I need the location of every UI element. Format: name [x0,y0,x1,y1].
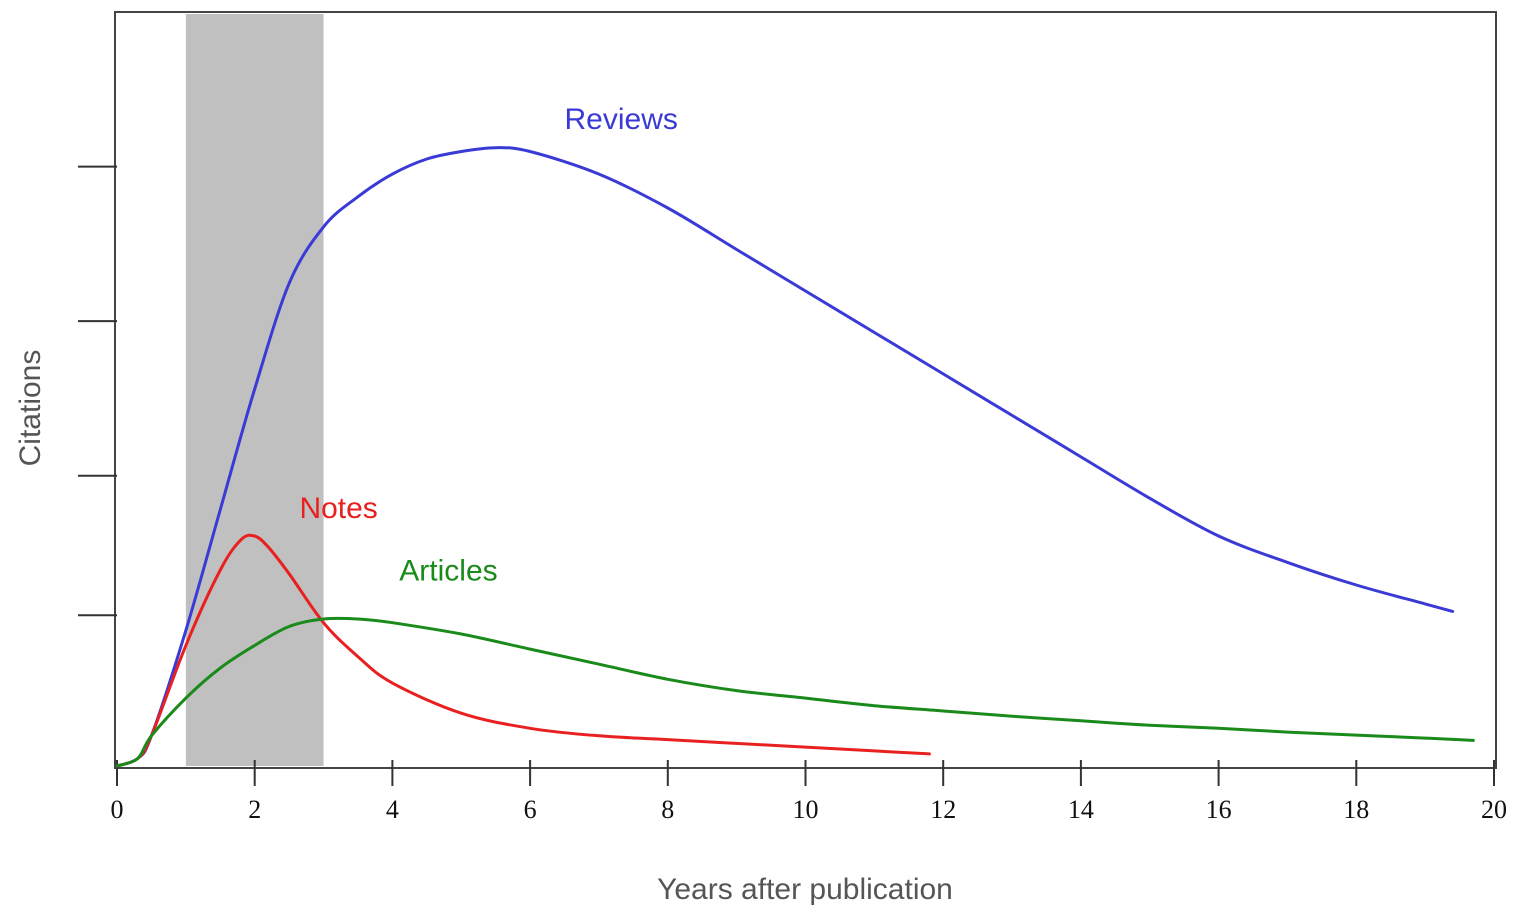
x-tick-label: 18 [1343,795,1369,824]
x-axis-title: Years after publication [657,873,953,906]
series-label-notes: Notes [299,492,377,525]
x-tick-label: 10 [793,795,819,824]
x-tick-label: 4 [386,795,399,824]
x-tick-label: 12 [930,795,956,824]
x-tick-label: 8 [661,795,674,824]
x-tick-label: 6 [524,795,537,824]
y-axis-title: Citations [14,350,47,467]
series-line-articles [115,616,1475,768]
x-tick-label: 14 [1068,795,1094,824]
series-line-notes [115,533,931,768]
x-tick-label: 20 [1481,795,1507,824]
x-tick-label: 16 [1206,795,1232,824]
x-tick-label: 2 [248,795,261,824]
series-label-reviews: Reviews [565,103,678,136]
series-line-reviews [115,146,1455,768]
series-label-articles: Articles [399,555,497,588]
x-tick-label: 0 [111,795,124,824]
